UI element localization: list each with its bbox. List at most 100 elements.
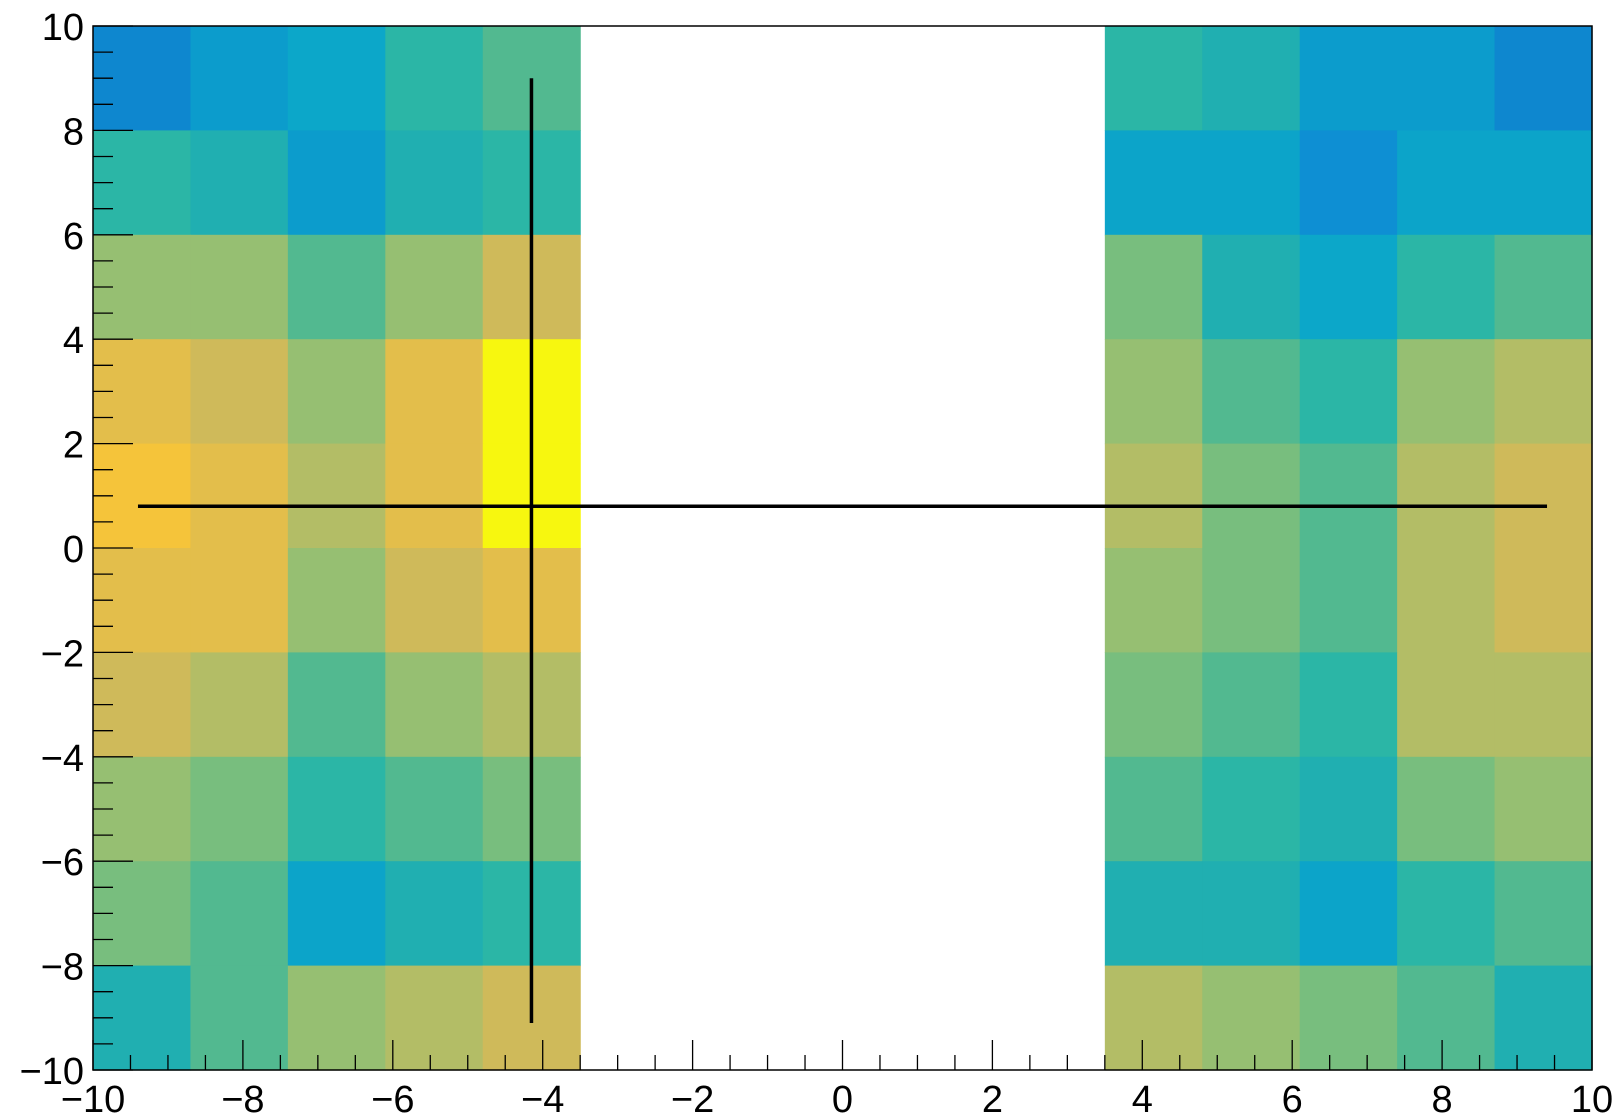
y-tick-label: −4 — [41, 738, 84, 780]
y-tick-label: 10 — [42, 7, 84, 49]
y-axis-ticks — [93, 25, 133, 1071]
heatmap-cell — [1104, 443, 1203, 549]
x-tick-label: 8 — [1432, 1079, 1453, 1120]
heatmap-cell — [1104, 339, 1203, 445]
heatmap-cell — [190, 861, 289, 967]
heatmap-cell — [1104, 861, 1203, 967]
heatmap-cell — [1397, 652, 1496, 758]
heatmap-cell — [1397, 234, 1496, 340]
heatmap-cell — [1202, 26, 1301, 131]
x-tick-label: −8 — [221, 1079, 264, 1120]
heatmap-cell — [1202, 130, 1301, 236]
heatmap-cell — [190, 26, 289, 131]
heatmap-cell — [1104, 965, 1203, 1071]
heatmap-cell — [287, 234, 386, 340]
heatmap-cell — [1202, 339, 1301, 445]
heatmap-cell — [1299, 130, 1398, 236]
heatmap-cell — [385, 965, 484, 1071]
heatmap-cell — [1104, 234, 1203, 340]
heatmap-cell — [385, 652, 484, 758]
heatmap-cell — [1104, 130, 1203, 236]
heatmap-cell — [1494, 234, 1593, 340]
y-tick-label: 8 — [63, 111, 84, 153]
heatmap-cell — [287, 130, 386, 236]
heatmap-cell — [1494, 965, 1593, 1071]
heatmap-cell — [190, 339, 289, 445]
heatmap-cell — [1202, 652, 1301, 758]
x-tick-label: −2 — [671, 1079, 714, 1120]
heatmap-cell — [1494, 861, 1593, 967]
heatmap-cell — [1299, 756, 1398, 862]
heatmap-cell — [385, 339, 484, 445]
y-tick-label: −2 — [41, 633, 84, 675]
heatmap-cell — [1494, 756, 1593, 862]
y-tick-label: 4 — [63, 320, 84, 362]
heatmap-cell — [287, 756, 386, 862]
heatmap-cell — [1299, 26, 1398, 131]
heatmap-cell — [1299, 234, 1398, 340]
x-tick-label: 0 — [832, 1079, 853, 1120]
y-tick-label: −6 — [41, 842, 84, 884]
heatmap-cell — [190, 443, 289, 549]
x-tick-label: 2 — [982, 1079, 1003, 1120]
x-tick-label: 10 — [1571, 1079, 1613, 1120]
y-axis-tick-labels: −10 −8 −6 −4 −2 0 2 4 6 8 10 — [20, 7, 84, 1093]
x-tick-label: −4 — [521, 1079, 564, 1120]
heatmap-cell — [1299, 339, 1398, 445]
heatmap-cell — [190, 965, 289, 1071]
heatmap-cell — [1202, 756, 1301, 862]
x-axis-tick-labels: −10 −8 −6 −4 −2 0 2 4 6 8 10 — [61, 1079, 1613, 1120]
heatmap-cell — [190, 548, 289, 653]
heatmap-cell — [1397, 548, 1496, 653]
heatmap-cell — [385, 234, 484, 340]
heatmap-cell — [385, 756, 484, 862]
heatmap-cell — [287, 652, 386, 758]
crosshair — [137, 78, 1548, 1024]
heatmap-cell — [287, 339, 386, 445]
x-tick-label: −6 — [371, 1079, 414, 1120]
heatmap-cells — [93, 26, 1593, 1071]
heatmap-cell — [1397, 861, 1496, 967]
heatmap-cell — [1494, 26, 1593, 131]
heatmap-cell — [1299, 443, 1398, 549]
heatmap-cell — [1104, 652, 1203, 758]
x-tick-label: 4 — [1132, 1079, 1153, 1120]
heatmap-cell — [1397, 130, 1496, 236]
heatmap-cell — [385, 443, 484, 549]
heatmap-cell — [1104, 26, 1203, 131]
x-axis-ticks — [92, 1040, 1593, 1070]
y-tick-label: −8 — [41, 947, 84, 989]
heatmap-cell — [1299, 548, 1398, 653]
heatmap-cell — [1494, 339, 1593, 445]
heatmap-cell — [1202, 861, 1301, 967]
y-tick-label: 6 — [63, 216, 84, 258]
heatmap-cell — [385, 26, 484, 131]
heatmap-cell — [1104, 548, 1203, 653]
heatmap-cell — [287, 965, 386, 1071]
heatmap-cell — [287, 548, 386, 653]
heatmap-cell — [385, 548, 484, 653]
heatmap-cell — [1397, 26, 1496, 131]
heatmap-cell — [1202, 548, 1301, 653]
heatmap-cell — [1104, 756, 1203, 862]
heatmap-cell — [287, 26, 386, 131]
heatmap-cell — [287, 443, 386, 549]
heatmap-cell — [1299, 861, 1398, 967]
heatmap-cell — [385, 861, 484, 967]
heatmap-cell — [1202, 965, 1301, 1071]
heatmap-cell — [190, 652, 289, 758]
y-tick-label: −10 — [20, 1051, 84, 1093]
heatmap-cell — [1494, 130, 1593, 236]
y-tick-label: 2 — [63, 425, 84, 467]
x-tick-label: 6 — [1282, 1079, 1303, 1120]
heatmap-cell — [1494, 443, 1593, 549]
heatmap-cell — [1299, 965, 1398, 1071]
heatmap-cell — [1397, 339, 1496, 445]
heatmap-cell — [190, 130, 289, 236]
heatmap-cell — [1397, 756, 1496, 862]
heatmap-cell — [1494, 652, 1593, 758]
heatmap-cell — [190, 234, 289, 340]
heatmap-cell — [385, 130, 484, 236]
x-tick-label: −10 — [61, 1079, 125, 1120]
heatmap-cell — [190, 756, 289, 862]
